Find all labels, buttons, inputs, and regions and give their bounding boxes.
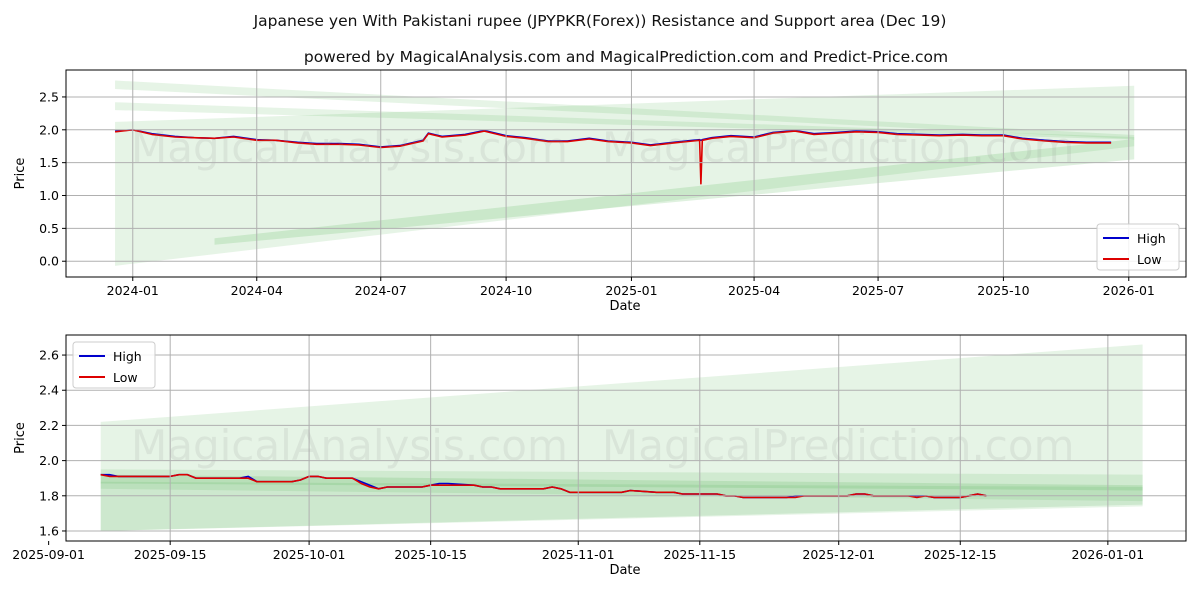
axes-frame <box>65 334 1187 542</box>
y-tick-label: 2.4 <box>39 383 59 398</box>
legend: High Low <box>72 341 156 389</box>
y-tick-label: 2.0 <box>39 122 59 137</box>
y-tick-label: 2.0 <box>39 453 59 468</box>
x-tick-label: 2025-11-01 <box>542 547 615 562</box>
legend-label-low: Low <box>1137 252 1162 267</box>
x-tick-label: 2025-07 <box>852 283 904 298</box>
x-tick-label: 2026-01-01 <box>1072 547 1145 562</box>
watermark-magicalanalysis: MagicalAnalysis.com <box>131 123 568 172</box>
axes-frame <box>65 69 1187 278</box>
x-tick-label: 2025-01 <box>605 283 657 298</box>
y-tick-label: 0.0 <box>39 254 59 269</box>
x-tick-label: 2026-01 <box>1103 283 1155 298</box>
x-axis-label: Date <box>609 563 640 578</box>
y-tick-label: 2.5 <box>39 89 59 104</box>
x-tick-label: 2025-10-15 <box>394 547 467 562</box>
x-tick-label: 2024-07 <box>355 283 407 298</box>
y-tick-label: 2.2 <box>39 418 59 433</box>
x-tick-label: 2025-11-15 <box>663 547 736 562</box>
plot-area <box>100 344 1143 531</box>
x-axis-label: Date <box>609 299 640 314</box>
x-tick-label: 2025-09-01 <box>12 547 85 562</box>
x-tick-label: 2025-09-15 <box>134 547 207 562</box>
y-tick-label: 2.6 <box>39 348 59 363</box>
support-resistance-band <box>100 469 1143 502</box>
y-axis-label: Price <box>13 158 28 190</box>
x-tick-label: 2025-04 <box>728 283 780 298</box>
x-tick-label: 2024-01 <box>107 283 159 298</box>
legend: High Low <box>1096 223 1180 271</box>
y-tick-label: 1.0 <box>39 188 59 203</box>
watermark-magicalprediction: MagicalPrediction.com <box>602 123 1075 172</box>
legend-label-high: High <box>1137 231 1166 246</box>
y-axis-label: Price <box>13 422 28 454</box>
x-tick-label: 2025-12-15 <box>924 547 997 562</box>
support-resistance-band <box>115 85 1135 266</box>
plot-area <box>115 80 1135 266</box>
x-tick-label: 2025-12-01 <box>802 547 875 562</box>
chart-subtitle: powered by MagicalAnalysis.com and Magic… <box>304 48 948 66</box>
x-tick-label: 2024-04 <box>231 283 283 298</box>
support-resistance-band <box>100 474 1143 491</box>
y-tick-label: 1.6 <box>39 523 59 538</box>
support-resistance-band <box>214 139 1135 245</box>
x-tick-label: 2024-10 <box>480 283 532 298</box>
x-tick-label: 2025-10 <box>977 283 1029 298</box>
y-tick-label: 0.5 <box>39 221 59 236</box>
legend-label-low: Low <box>113 370 138 385</box>
top-chart: MagicalAnalysis.com MagicalPrediction.com… <box>13 69 1187 314</box>
legend-label-high: High <box>113 349 142 364</box>
watermark-magicalanalysis: MagicalAnalysis.com <box>131 421 568 470</box>
chart-title: Japanese yen With Pakistani rupee (JPYPK… <box>253 12 947 30</box>
support-resistance-band <box>115 80 1135 139</box>
x-tick-label: 2025-10-01 <box>273 547 346 562</box>
y-tick-label: 1.8 <box>39 488 59 503</box>
y-tick-label: 1.5 <box>39 155 59 170</box>
bottom-chart: MagicalAnalysis.com MagicalPrediction.com… <box>12 334 1187 578</box>
support-resistance-band <box>100 481 1143 531</box>
